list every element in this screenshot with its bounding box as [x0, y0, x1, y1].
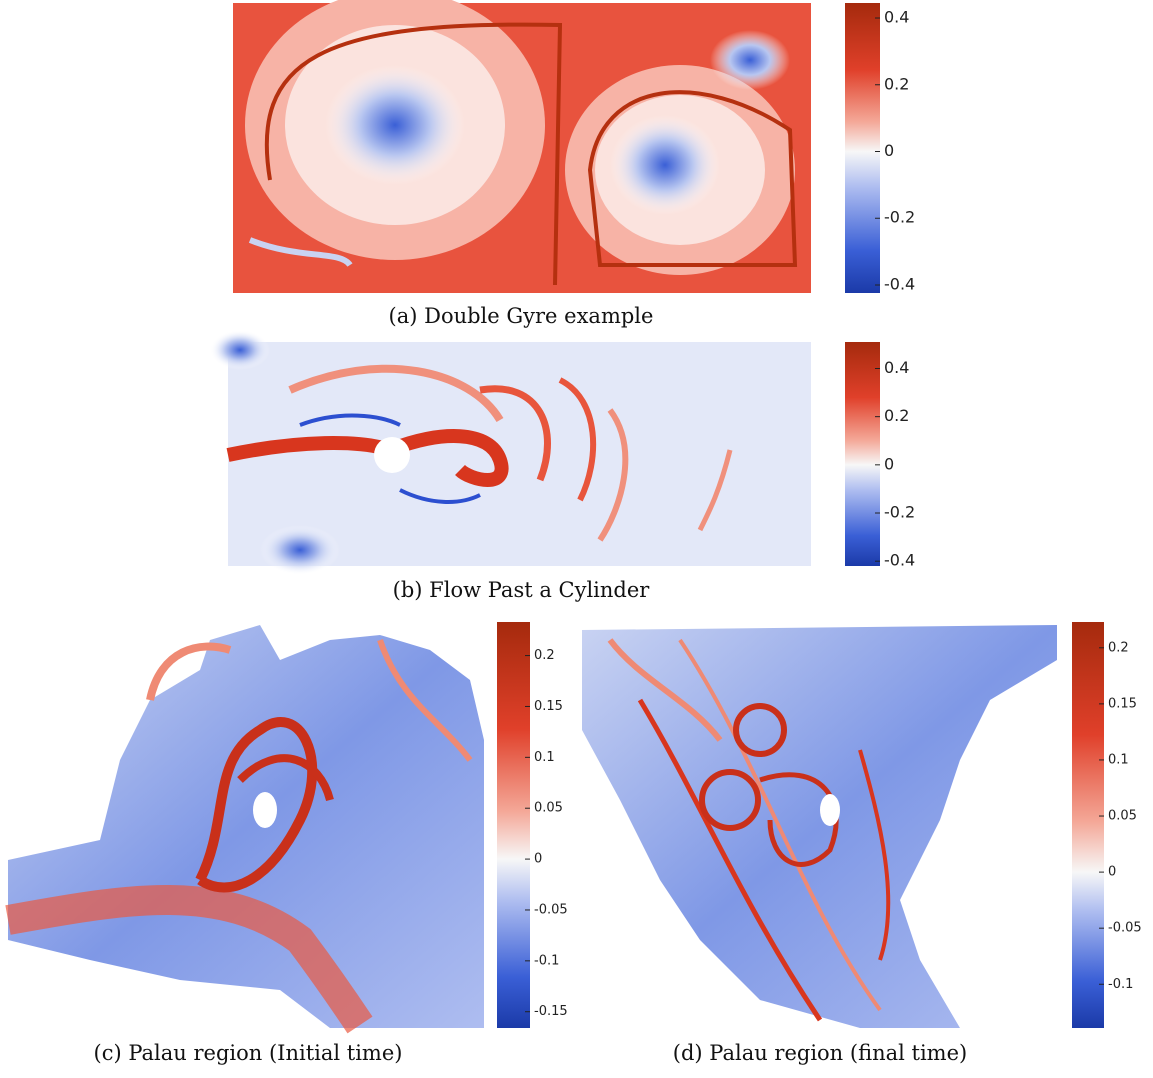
colorbar-tick-label: 0: [534, 852, 542, 867]
colorbar-tick-label: 0.4: [884, 8, 909, 27]
caption: (d) Palau region (final time): [673, 1041, 967, 1065]
colorbar-tick-label: 0.05: [1108, 809, 1137, 824]
colorbar-tick-label: -0.4: [884, 551, 915, 570]
caption: (c) Palau region (Initial time): [94, 1041, 403, 1065]
colorbar-tick-label: 0.2: [884, 74, 909, 93]
colorbar: [1072, 622, 1104, 1028]
colorbar-tick-label: 0.4: [884, 358, 909, 377]
colorbar-tick-label: 0.15: [1108, 696, 1137, 711]
colorbar-tick-label: -0.1: [1108, 977, 1133, 992]
colorbar-tick-label: 0: [1108, 865, 1116, 880]
colorbar-tick-label: -0.05: [1108, 921, 1142, 936]
colorbar-tick-label: -0.05: [534, 902, 568, 917]
colorbar-tick-label: 0.1: [1108, 752, 1129, 767]
colorbar-tick-label: 0: [884, 141, 894, 160]
colorbar-tick-label: -0.2: [884, 503, 915, 522]
colorbar-tick-label: 0.05: [534, 801, 563, 816]
colorbar: [497, 622, 530, 1028]
colorbar: [845, 3, 880, 293]
colorbar: [845, 342, 880, 566]
colorbar-tick-label: 0.2: [1108, 640, 1129, 655]
heatmap-image-c: [5, 625, 484, 1034]
colorbar-tick-label: -0.15: [534, 1004, 568, 1019]
heatmap-image-d: [582, 625, 1057, 1028]
caption: (a) Double Gyre example: [389, 304, 654, 328]
caption: (b) Flow Past a Cylinder: [393, 578, 651, 602]
heatmap-image-b: [210, 330, 811, 575]
colorbar-tick-label: -0.4: [884, 274, 915, 293]
colorbar-tick-label: 0: [884, 454, 894, 473]
heatmap-image-a: [233, 0, 811, 293]
colorbar-tick-label: -0.2: [884, 208, 915, 227]
colorbar-tick-label: 0.15: [534, 699, 563, 714]
colorbar-tick-label: 0.2: [884, 406, 909, 425]
colorbar-tick-label: 0.2: [534, 648, 555, 663]
colorbar-tick-label: -0.1: [534, 953, 559, 968]
colorbar-tick-label: 0.1: [534, 750, 555, 765]
